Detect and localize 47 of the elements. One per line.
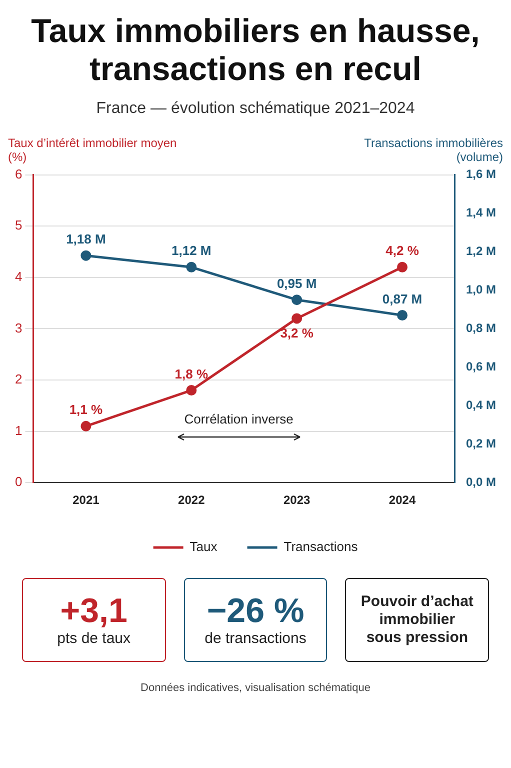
y2-tick-label: 1,6 M [466,166,496,181]
y-tick-label: 2 [14,371,22,386]
point [186,384,197,396]
text: −26 % de transactions [204,592,306,648]
text: Pouvoir d’achat immobilier sous pression [360,592,474,647]
y-tick-label: 5 [14,218,22,233]
y2-tick-label: 1,0 M [466,282,496,296]
y2-tick-label: 1,2 M [466,244,496,258]
point [397,310,408,320]
y-tick-label: 1 [14,422,22,438]
data-label: 3,2 % [280,325,314,340]
y2-tick-label: 0,0 M [466,474,496,489]
data-label: 1,18 M [66,232,106,247]
data-label: 1,1 % [69,402,104,418]
x-tick-label: 2021 [72,492,100,507]
point [397,262,408,272]
y-tick-label: 3 [14,320,22,336]
legend-label: Transactions [284,538,358,554]
y2-tick-label: 0,4 M [466,398,496,412]
y2-tick-label: 0,8 M [466,320,496,335]
text: Données indicatives, visualisation schématique [140,682,372,694]
point [80,250,92,261]
data-label: 1,12 M [172,243,212,258]
x-tick-label: 2022 [178,492,206,507]
point [80,420,92,432]
data-label: 0,87 M [382,291,422,306]
annotation: Corrélation inverse [184,412,294,427]
y-axis-title: Taux d’intérêt immobilier moyen (%) [8,136,178,164]
y2-axis-title: Transactions immobilières (volume) [363,136,503,164]
y2-tick-label: 1,4 M [466,205,496,220]
data-label: 1,8 % [174,366,208,382]
data-label: 0,95 M [276,276,317,291]
point [186,262,197,272]
text: +3,1 pts de taux [57,592,131,648]
point [292,294,302,305]
legend-label: Taux [190,538,218,554]
y-tick-label: 4 [14,268,22,284]
y2-tick-label: 0,6 M [466,359,496,374]
y-tick-label: 6 [14,166,22,182]
data-label: 4,2 % [386,243,420,258]
y-tick-label: 0 [14,474,22,490]
x-tick-label: 2023 [283,492,310,507]
x-tick-label: 2024 [388,492,416,507]
chart-subtitle: France — évolution schématique 2021–2024 [95,100,416,118]
chart-title: Taux immobiliers en hausse, transactions en recul [30,12,481,88]
y2-tick-label: 0,2 M [466,436,496,450]
point [292,313,302,324]
